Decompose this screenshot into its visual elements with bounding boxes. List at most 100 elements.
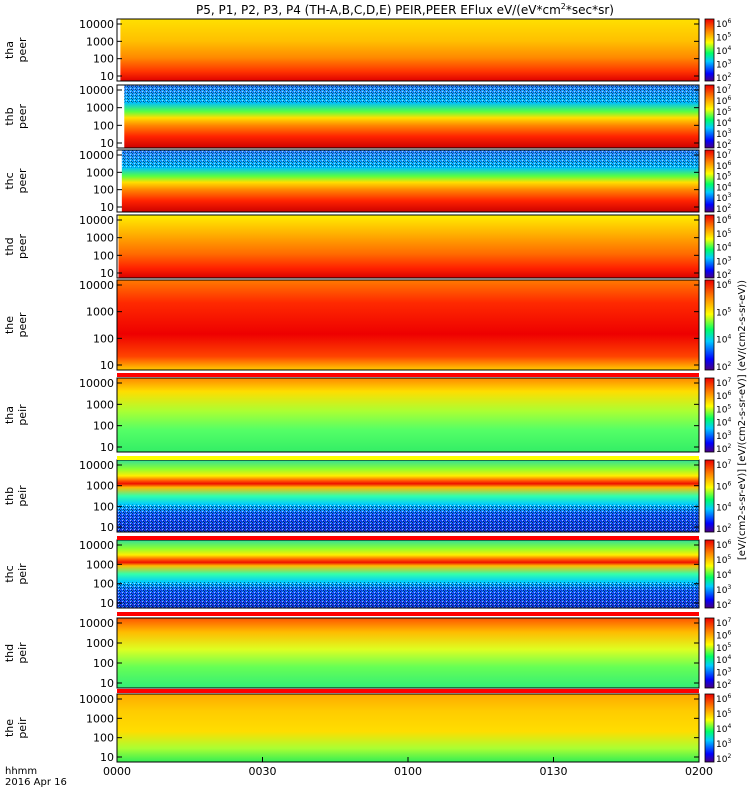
y-tick-label: 10	[100, 597, 114, 610]
panel-instrument-label: peir	[16, 404, 29, 426]
colorbar-tick-label: 105	[716, 403, 731, 415]
y-tick-label: 1000	[86, 558, 114, 571]
colorbar-tick-label: 102	[716, 443, 731, 455]
spectrogram-panel: 10000 1000 100 10 thbpeir 107 106 104 102	[3, 459, 731, 535]
panel-label: thapeer	[3, 37, 29, 63]
y-tick-label: 10000	[79, 459, 114, 472]
spectrogram-image	[117, 215, 699, 278]
y-tick-label: 10	[100, 521, 114, 534]
y-tick-label: 100	[93, 53, 114, 66]
colorbar-tick-label: 103	[716, 430, 731, 442]
x-tick-label: 0130	[540, 765, 568, 778]
panel-label: thbpeir	[3, 485, 29, 507]
y-tick-label: 1000	[86, 35, 114, 48]
colorbar-tick-label: 106	[716, 279, 731, 291]
colorbar-tick-label: 104	[716, 502, 731, 514]
panel-label: thapeir	[3, 404, 29, 426]
panel-label: thcpeir	[3, 563, 29, 585]
y-tick-label: 100	[93, 249, 114, 262]
colorbar-tick-label: 102	[716, 753, 731, 765]
colorbar	[705, 540, 714, 608]
y-tick-label: 1000	[86, 306, 114, 319]
colorbar	[705, 85, 714, 148]
y-tick-label: 10000	[79, 693, 114, 706]
colorbar-tick-label: 106	[716, 214, 731, 226]
panel-instrument-label: peer	[16, 168, 29, 194]
colorbar-tick-label: 105	[716, 228, 731, 240]
y-tick-label: 1000	[86, 398, 114, 411]
panel-probe-label: the	[3, 316, 16, 334]
spectrogram-panel: 10000100010010thdpeer106105104103102	[3, 214, 731, 281]
colorbar-tick-label: 107	[716, 377, 731, 389]
colorbar-tick-label: 106	[716, 390, 731, 402]
panel-instrument-label: peer	[16, 234, 29, 260]
y-tick-label: 100	[93, 119, 114, 132]
colorbar-tick-label: 107	[716, 459, 731, 471]
colorbar-tick-label: 106	[716, 629, 731, 641]
colorbar	[705, 215, 714, 278]
colorbar-tick-label: 103	[716, 667, 731, 679]
x-tick-label: 0200	[685, 765, 713, 778]
y-tick-label: 10000	[79, 214, 114, 227]
spectrogram-panel: 10000100010010thapeer106105104103102	[3, 18, 731, 84]
colorbar-tick-label: 105	[716, 306, 731, 318]
y-tick-label: 1000	[86, 102, 114, 115]
colorbar-tick-label: 106	[716, 539, 731, 551]
colorbar-tick-label: 105	[716, 32, 731, 44]
panel-label: thepeir	[3, 717, 29, 739]
colorbar-tick-label: 102	[716, 361, 731, 373]
panel-instrument-label: peir	[16, 642, 29, 664]
quality-flag-bar	[117, 612, 699, 616]
spectrogram-panel: 10000100010010thcpeir106105104103102	[3, 539, 731, 611]
x-axis-date-label: 2016 Apr 16	[5, 777, 67, 788]
spectrogram-image	[117, 694, 699, 762]
panel-instrument-label: peir	[16, 563, 29, 585]
colorbar-tick-label: 104	[716, 654, 731, 666]
colorbar-tick-label: 102	[716, 679, 731, 691]
y-tick-label: 100	[93, 184, 114, 197]
y-tick-label: 10000	[79, 84, 114, 97]
y-tick-label: 1000	[86, 637, 114, 650]
colorbar-tick-label: 105	[716, 642, 731, 654]
noise-region	[117, 150, 699, 167]
panels: 10000100010010thapeer1061051041031021000…	[3, 18, 731, 765]
colorbar-tick-label: 106	[716, 693, 731, 705]
noise-region	[117, 505, 699, 532]
y-tick-label: 1000	[86, 712, 114, 725]
colorbar-tick-label: 103	[716, 59, 731, 71]
colorbar-tick-label: 107	[716, 617, 731, 629]
colorbar-tick-label: 105	[716, 554, 731, 566]
colorbar-tick-label: 104	[716, 242, 731, 254]
panel-instrument-label: peir	[16, 717, 29, 739]
colorbar	[705, 19, 714, 81]
colorbar-tick-label: 104	[716, 569, 731, 581]
x-tick-label: 0100	[394, 765, 422, 778]
panel-probe-label: thd	[3, 237, 16, 255]
data-gap	[117, 19, 120, 81]
noise-region	[117, 85, 699, 103]
y-tick-label: 10000	[79, 279, 114, 292]
colorbar-tick-label: 102	[716, 523, 731, 535]
y-tick-label: 10	[100, 70, 114, 83]
spectrogram-panel: 10000100010010thdpeir107106105104103102	[3, 617, 731, 691]
panel-probe-label: thc	[3, 172, 16, 189]
colorbar-tick-label: 104	[716, 45, 731, 57]
colorbar-tick-label: 106	[716, 480, 731, 492]
data-gap	[117, 85, 124, 148]
colorbar-tick-label: 105	[716, 708, 731, 720]
x-tick-label: 0000	[103, 765, 131, 778]
quality-flag-bar	[117, 536, 699, 540]
y-tick-label: 10000	[79, 18, 114, 31]
colorbar-tick-label: 106	[716, 18, 731, 30]
y-tick-label: 10	[100, 441, 114, 454]
y-tick-label: 100	[93, 420, 114, 433]
spectrogram-panel: 10000100010010thepeir106105104103102	[3, 693, 731, 765]
y-tick-label: 10000	[79, 617, 114, 630]
panel-label: thbpeer	[3, 104, 29, 130]
spectrogram-image	[117, 280, 699, 370]
panel-instrument-label: peer	[16, 312, 29, 338]
colorbar-tick-label: 104	[716, 417, 731, 429]
data-gap	[117, 150, 122, 212]
y-tick-label: 10	[100, 751, 114, 764]
